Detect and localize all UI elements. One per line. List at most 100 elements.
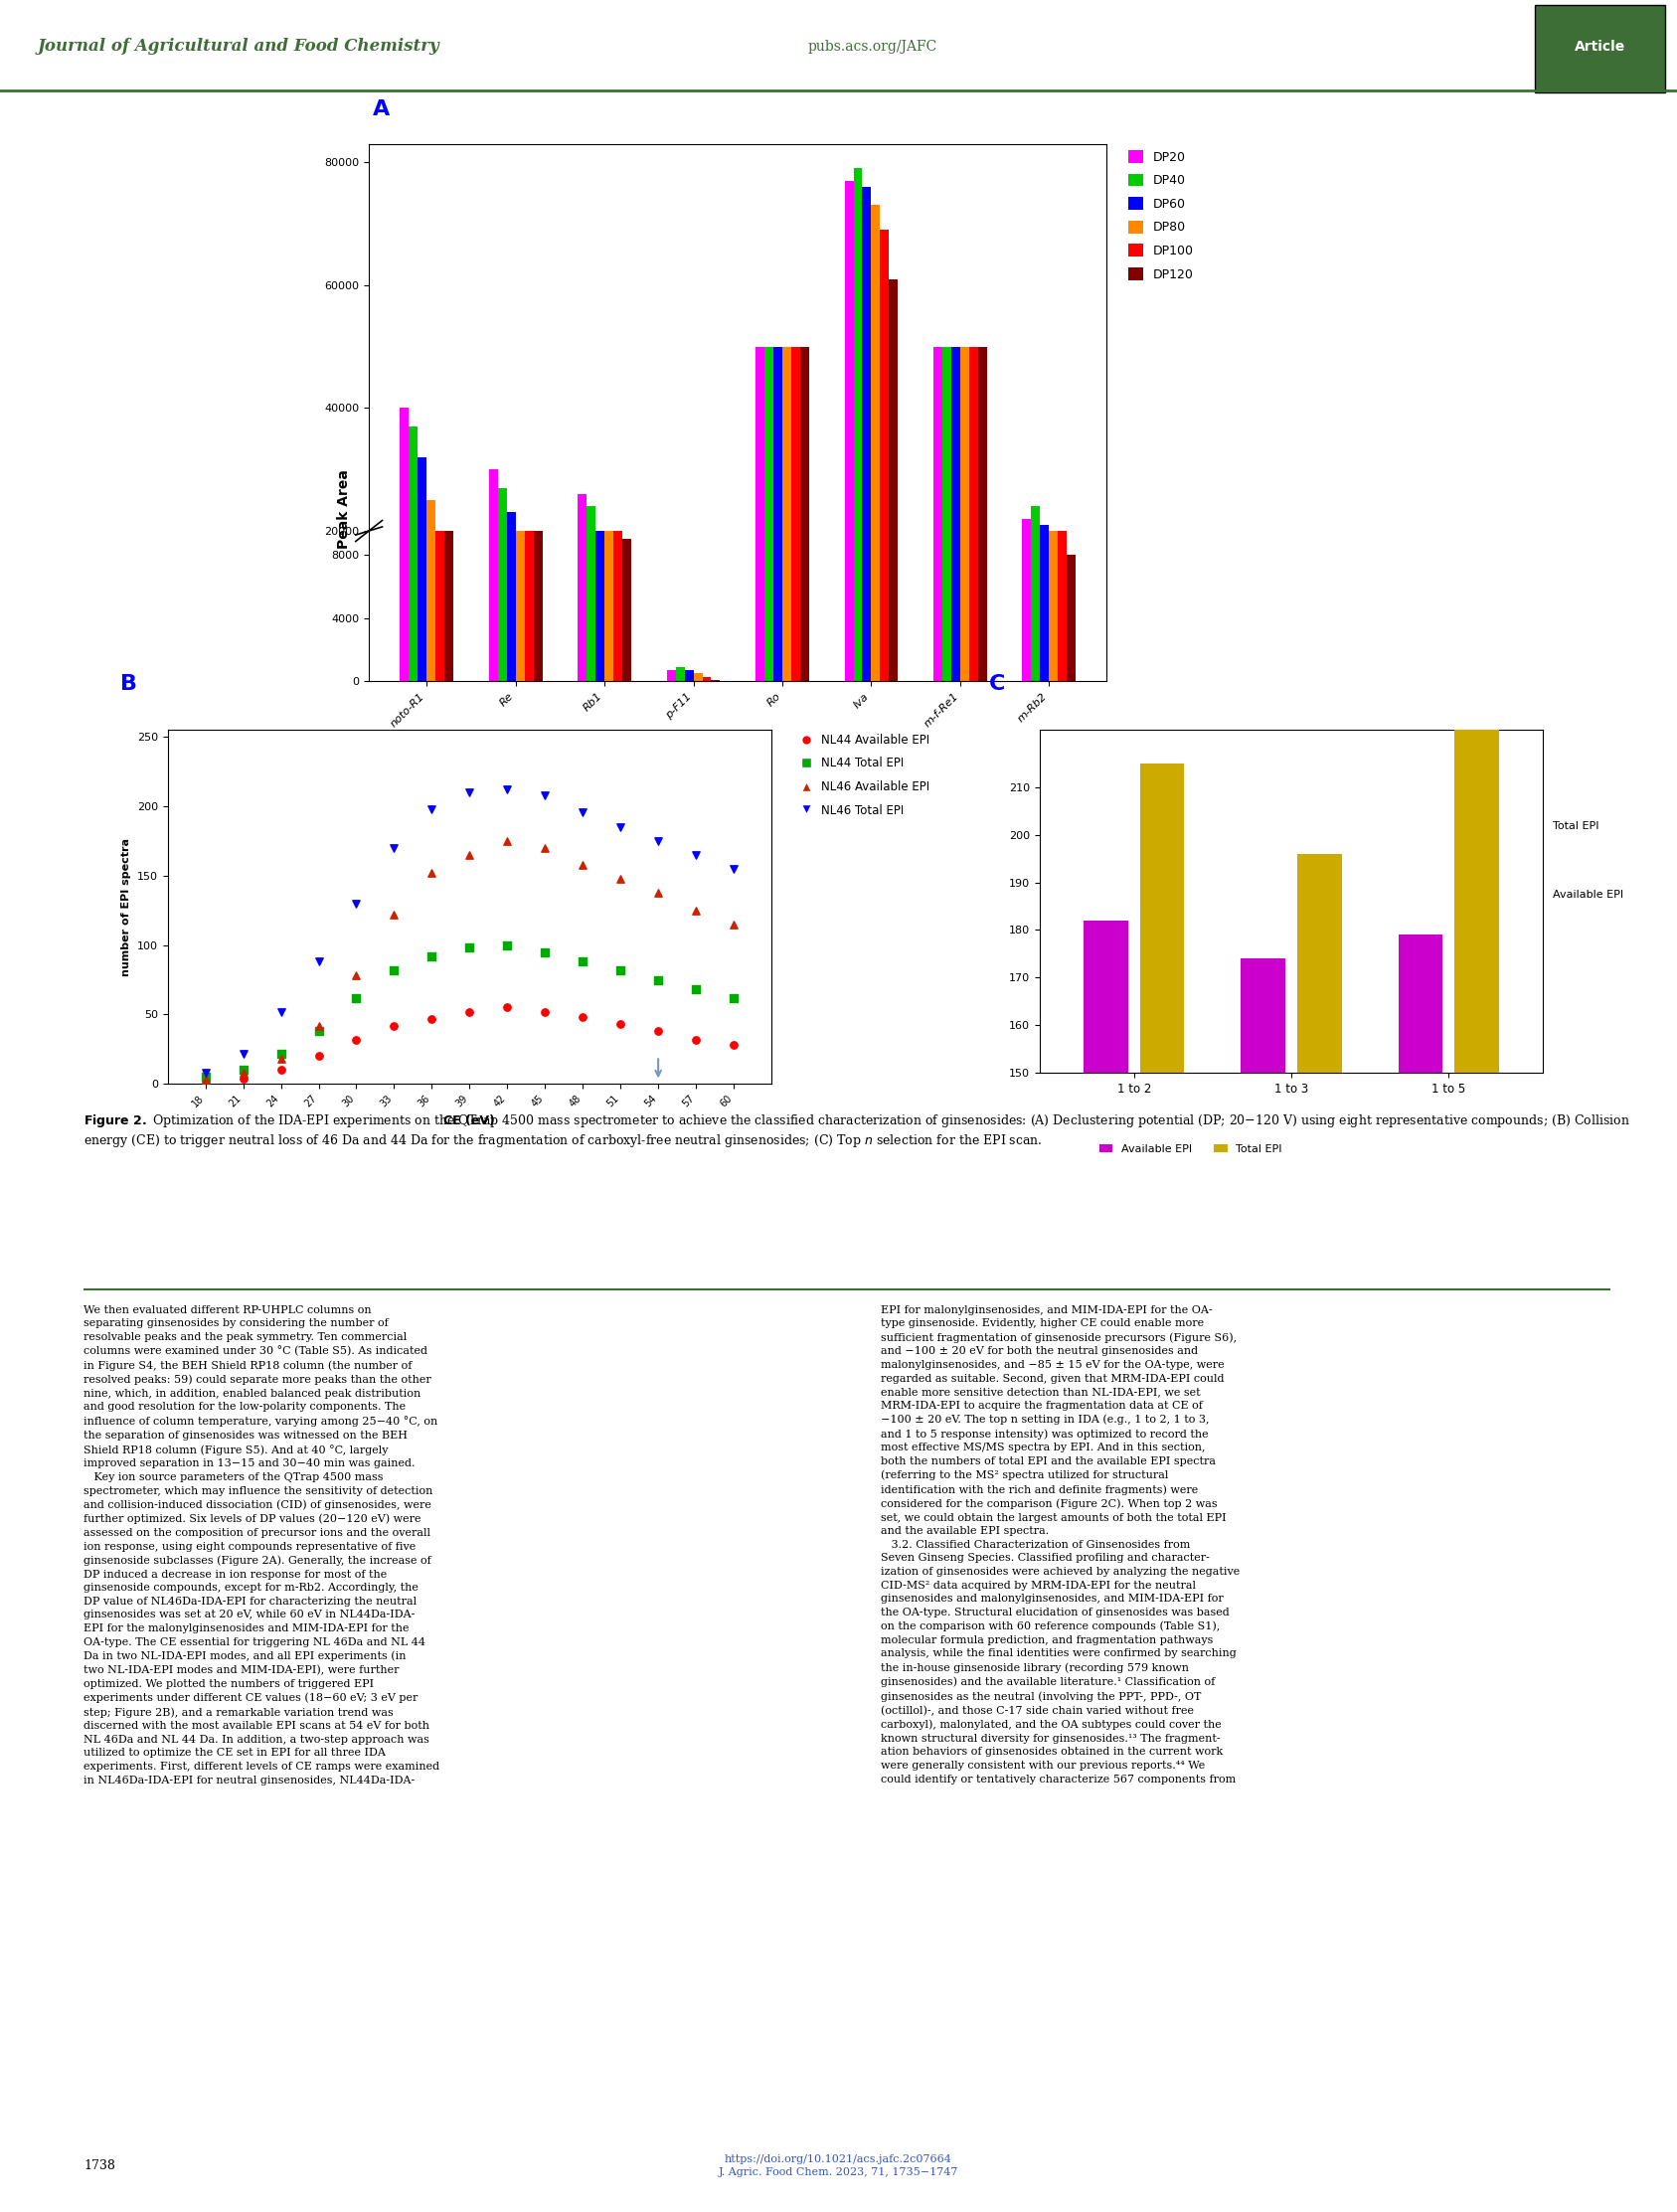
Text: Article: Article: [1575, 40, 1625, 53]
NL46 Total EPI: [683, 836, 709, 872]
NL44 Available EPI: [532, 993, 558, 1029]
Bar: [756, 347, 765, 655]
Bar: [1050, 544, 1058, 655]
Bar: [595, 365, 604, 681]
Bar: [1067, 555, 1075, 681]
Bar: [1050, 396, 1058, 681]
Bar: [604, 411, 614, 681]
Bar: [703, 677, 711, 681]
NL44 Available EPI: [456, 993, 483, 1029]
NL44 Total EPI: [267, 1035, 295, 1071]
Bar: [579, 270, 587, 681]
Text: We then evaluated different RP-UHPLC columns on
separating ginsenosides by consi: We then evaluated different RP-UHPLC col…: [84, 1305, 439, 1785]
Bar: [969, 347, 978, 655]
Bar: [889, 0, 897, 681]
Bar: [942, 0, 951, 681]
Bar: [765, 347, 773, 655]
NL46 Available EPI: [607, 860, 634, 896]
NL46 Total EPI: [305, 945, 332, 980]
Bar: [756, 0, 765, 681]
Text: 1738: 1738: [84, 2159, 116, 2172]
NL46 Available EPI: [267, 1042, 295, 1077]
NL46 Total EPI: [493, 772, 520, 807]
Bar: [676, 648, 684, 655]
NL46 Available EPI: [193, 1062, 218, 1097]
NL46 Available EPI: [532, 830, 558, 865]
Bar: [506, 513, 515, 655]
Bar: [490, 469, 498, 655]
Bar: [845, 0, 854, 681]
Legend: Available EPI, Total EPI: Available EPI, Total EPI: [1095, 1139, 1286, 1159]
NL46 Available EPI: [305, 1009, 332, 1044]
NL44 Total EPI: [569, 945, 597, 980]
Bar: [498, 489, 506, 655]
Bar: [418, 175, 426, 681]
NL44 Total EPI: [342, 980, 369, 1015]
NL44 Available EPI: [381, 1009, 408, 1044]
Text: Journal of Agricultural and Food Chemistry: Journal of Agricultural and Food Chemist…: [37, 38, 439, 55]
Bar: [604, 549, 614, 655]
Bar: [622, 599, 631, 655]
Bar: [934, 347, 942, 655]
NL44 Total EPI: [683, 971, 709, 1006]
Text: pubs.acs.org/JAFC: pubs.acs.org/JAFC: [807, 40, 937, 53]
Bar: [1031, 507, 1040, 655]
Bar: [409, 427, 418, 655]
Bar: [1023, 334, 1031, 681]
Bar: [942, 347, 951, 655]
NL46 Total EPI: [267, 993, 295, 1029]
NL46 Available EPI: [719, 907, 746, 942]
X-axis label: CE (eV): CE (eV): [444, 1115, 495, 1128]
NL44 Total EPI: [532, 933, 558, 969]
Bar: [1067, 604, 1075, 655]
NL46 Available EPI: [493, 823, 520, 858]
NL44 Total EPI: [193, 1060, 218, 1095]
Bar: [426, 500, 436, 655]
NL46 Total EPI: [342, 885, 369, 920]
NL46 Total EPI: [569, 794, 597, 830]
Bar: [436, 544, 444, 655]
Bar: [773, 347, 783, 655]
Bar: [1399, 936, 1442, 1787]
Bar: [862, 186, 872, 655]
NL44 Available EPI: [569, 1000, 597, 1035]
NL44 Available EPI: [342, 1022, 369, 1057]
NL44 Available EPI: [267, 1053, 295, 1088]
Bar: [418, 458, 426, 655]
NL46 Total EPI: [230, 1035, 257, 1071]
Text: Total EPI: Total EPI: [1553, 821, 1600, 832]
Bar: [1140, 763, 1184, 1787]
Bar: [614, 573, 622, 655]
Bar: [783, 0, 792, 681]
NL44 Available EPI: [230, 1060, 257, 1095]
NL44 Available EPI: [719, 1026, 746, 1062]
NL46 Total EPI: [381, 830, 408, 865]
Bar: [515, 531, 525, 655]
Bar: [587, 301, 595, 681]
NL46 Available EPI: [230, 1055, 257, 1091]
NL44 Total EPI: [644, 962, 671, 998]
NL46 Total EPI: [644, 823, 671, 858]
NL46 Available EPI: [569, 847, 597, 883]
Bar: [1083, 920, 1129, 1787]
Bar: [854, 168, 862, 655]
Bar: [498, 254, 506, 681]
NL44 Available EPI: [683, 1022, 709, 1057]
Bar: [854, 0, 862, 681]
NL44 Available EPI: [193, 1064, 218, 1099]
Bar: [951, 347, 961, 655]
Bar: [969, 0, 978, 681]
Bar: [783, 347, 792, 655]
Bar: [515, 365, 525, 681]
Bar: [525, 411, 533, 681]
Bar: [409, 95, 418, 681]
NL46 Available EPI: [381, 896, 408, 931]
NL44 Available EPI: [305, 1037, 332, 1073]
Bar: [1023, 518, 1031, 655]
NL46 Total EPI: [532, 776, 558, 812]
Bar: [845, 181, 854, 655]
Bar: [880, 0, 889, 681]
Text: https://doi.org/10.1021/acs.jafc.2c07664
J. Agric. Food Chem. 2023, 71, 1735−174: https://doi.org/10.1021/acs.jafc.2c07664…: [718, 2154, 959, 2177]
FancyBboxPatch shape: [1534, 4, 1665, 93]
Bar: [587, 507, 595, 655]
